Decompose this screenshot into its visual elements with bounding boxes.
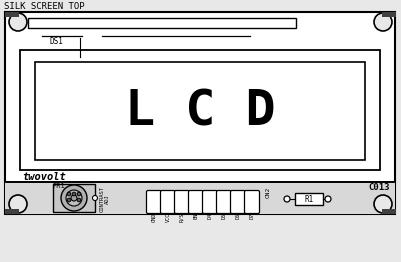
FancyBboxPatch shape [217,190,231,214]
Text: C013: C013 [369,183,390,192]
FancyBboxPatch shape [203,190,217,214]
Circle shape [66,190,82,206]
Bar [382,209,396,214]
Text: D7: D7 [249,213,255,219]
Circle shape [67,192,71,196]
Circle shape [71,195,77,201]
FancyBboxPatch shape [160,190,176,214]
Circle shape [9,195,27,213]
Bar [5,182,395,214]
Circle shape [61,185,87,211]
Text: CONTRAST
ADJ: CONTRAST ADJ [99,186,110,212]
Bar [28,18,296,28]
Circle shape [72,192,76,196]
Bar [53,184,95,212]
Text: R1: R1 [304,194,314,204]
Bar [35,62,365,160]
Circle shape [77,198,81,202]
Text: SILK SCREEN TOP: SILK SCREEN TOP [4,2,85,11]
Bar [5,209,19,214]
Circle shape [9,13,27,31]
Bar [5,12,395,214]
Text: PR1: PR1 [52,183,65,189]
Text: D5: D5 [221,213,227,219]
Text: VCC: VCC [166,213,170,222]
Bar [5,12,19,17]
Bar [295,193,323,205]
Text: L C D: L C D [125,87,275,135]
Circle shape [325,196,331,202]
Circle shape [67,198,71,202]
Circle shape [284,196,290,202]
FancyBboxPatch shape [245,190,259,214]
Circle shape [77,192,81,196]
Circle shape [93,195,97,200]
Text: D4: D4 [207,213,213,219]
Text: GND: GND [152,213,156,222]
Circle shape [374,13,392,31]
Circle shape [374,195,392,213]
FancyBboxPatch shape [231,190,245,214]
Text: D6: D6 [235,213,241,219]
Bar [382,12,396,17]
Text: DS1: DS1 [50,37,64,46]
FancyBboxPatch shape [188,190,203,214]
Text: twovolt: twovolt [22,172,66,182]
Text: EN: EN [194,213,198,219]
FancyBboxPatch shape [174,190,190,214]
Bar [20,50,380,170]
FancyBboxPatch shape [146,190,162,214]
Text: CN2: CN2 [266,186,271,198]
Text: R/S: R/S [180,213,184,222]
